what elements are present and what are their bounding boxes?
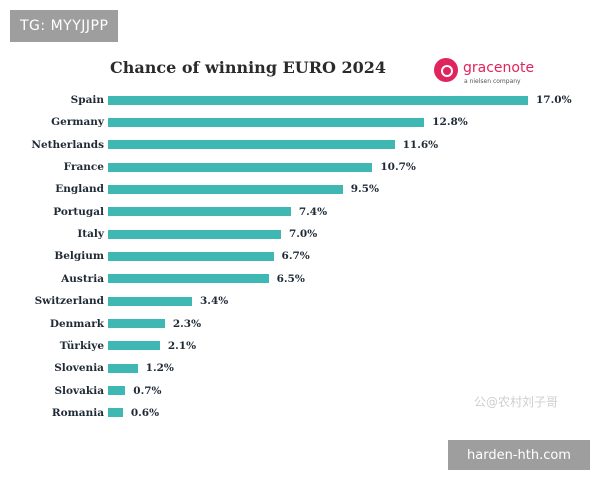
bar: [108, 251, 274, 261]
category-label: France: [63, 161, 104, 174]
category-label: Italy: [77, 228, 104, 241]
category-label: Belgium: [54, 250, 104, 263]
bar: [108, 296, 192, 306]
category-label: Austria: [61, 272, 104, 285]
website-tag-overlay: harden-hth.com: [448, 440, 590, 470]
value-label: 3.4%: [200, 295, 229, 308]
value-label: 2.3%: [172, 317, 202, 330]
category-label: Slovenia: [54, 362, 104, 375]
telegram-tag-overlay: TG: MYYJJPP: [10, 10, 119, 42]
chart-title: Chance of winning EURO 2024: [110, 58, 387, 77]
gracenote-logo: gracenote a nielsen company: [434, 58, 554, 90]
bar: [108, 207, 291, 217]
bar: [108, 341, 160, 351]
bar: [108, 229, 281, 239]
value-label: 10.7%: [380, 161, 416, 174]
category-label: Slovakia: [54, 384, 104, 397]
value-label: 6.5%: [276, 272, 305, 285]
bar: [108, 184, 343, 194]
gracenote-logo-icon: [434, 58, 458, 82]
category-label: Denmark: [49, 317, 104, 330]
logo-name: gracenote: [463, 60, 535, 76]
value-label: 0.6%: [130, 406, 160, 419]
value-label: 7.4%: [298, 205, 328, 218]
value-label: 9.5%: [350, 183, 379, 196]
category-label: Switzerland: [34, 295, 104, 308]
watermark-text: 公@农村刘子哥: [474, 395, 559, 409]
category-label: Portugal: [53, 205, 104, 218]
category-label: Türkiye: [59, 339, 104, 352]
bar: [108, 363, 138, 373]
bar: [108, 140, 395, 150]
bar: [108, 386, 126, 396]
value-label: 7.0%: [288, 228, 318, 241]
logo-subtitle: a nielsen company: [464, 78, 521, 85]
value-label: 12.8%: [432, 116, 468, 129]
value-label: 17.0%: [536, 94, 572, 106]
category-label: Spain: [70, 94, 104, 106]
bar: [108, 95, 528, 105]
bar: [108, 274, 269, 284]
bar: [108, 117, 425, 127]
value-label: 6.7%: [281, 250, 310, 263]
value-label: 2.1%: [167, 339, 197, 352]
category-label: Netherlands: [31, 138, 104, 151]
value-label: 0.7%: [133, 384, 162, 397]
value-label: 11.6%: [402, 138, 439, 151]
value-label: 1.2%: [145, 362, 174, 375]
category-label: Romania: [51, 406, 104, 419]
bar: [108, 408, 123, 418]
bar: [108, 319, 165, 328]
category-label: Germany: [51, 116, 104, 129]
category-label: England: [55, 183, 104, 196]
bar: [108, 162, 373, 172]
